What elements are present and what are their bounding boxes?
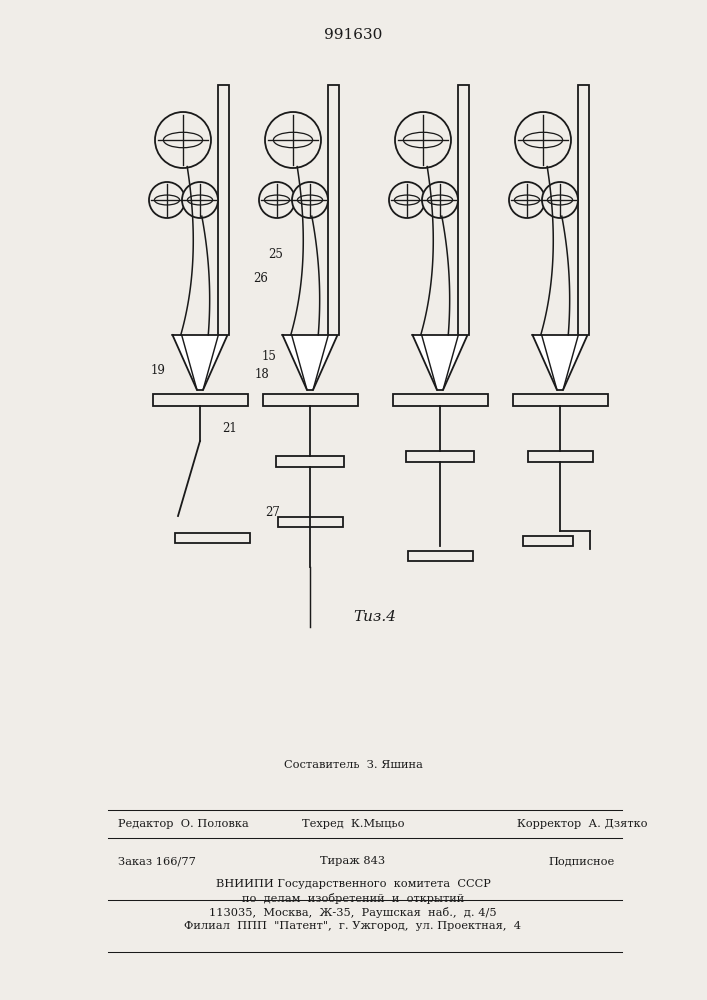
Bar	[407, 551, 472, 561]
Circle shape	[149, 182, 185, 218]
Text: Τиз.4: Τиз.4	[354, 610, 397, 624]
Text: 15: 15	[262, 351, 277, 363]
Text: 18: 18	[255, 368, 270, 381]
Text: Подписное: Подписное	[549, 856, 615, 866]
Polygon shape	[532, 335, 588, 390]
Text: Редактор  О. Половка: Редактор О. Половка	[118, 819, 249, 829]
Circle shape	[509, 182, 545, 218]
Bar	[327, 85, 339, 335]
Text: Филиал  ППП  "Патент",  г. Ужгород,  ул. Проектная,  4: Филиал ППП "Патент", г. Ужгород, ул. Про…	[185, 921, 522, 931]
Circle shape	[515, 112, 571, 168]
Bar	[406, 450, 474, 462]
Text: Заказ 166/77: Заказ 166/77	[118, 856, 196, 866]
Bar	[153, 394, 247, 406]
Text: ВНИИПИ Государственного  комитета  СССР: ВНИИПИ Государственного комитета СССР	[216, 879, 491, 889]
Circle shape	[265, 112, 321, 168]
Circle shape	[395, 112, 451, 168]
Polygon shape	[173, 335, 228, 390]
Circle shape	[259, 182, 295, 218]
Text: 19: 19	[150, 363, 165, 376]
Polygon shape	[412, 335, 467, 390]
Bar	[278, 516, 342, 526]
Circle shape	[542, 182, 578, 218]
Bar	[523, 536, 573, 546]
Polygon shape	[283, 335, 337, 390]
Circle shape	[389, 182, 425, 218]
Bar	[392, 394, 488, 406]
Text: по  делам  изобретений  и  открытий: по делам изобретений и открытий	[242, 893, 464, 904]
Text: Составитель  З. Яшина: Составитель З. Яшина	[284, 760, 423, 770]
Text: Техред  К.Мыцьо: Техред К.Мыцьо	[302, 819, 404, 829]
Circle shape	[155, 112, 211, 168]
Circle shape	[292, 182, 328, 218]
Text: 21: 21	[222, 422, 237, 434]
Bar	[175, 533, 250, 543]
Circle shape	[182, 182, 218, 218]
Text: 26: 26	[253, 271, 268, 284]
Bar	[457, 85, 469, 335]
Circle shape	[422, 182, 458, 218]
Bar	[262, 394, 358, 406]
Text: 113035,  Москва,  Ж-35,  Раушская  наб.,  д. 4/5: 113035, Москва, Ж-35, Раушская наб., д. …	[209, 907, 497, 918]
Text: Тираж 843: Тираж 843	[320, 856, 385, 866]
Bar	[218, 85, 228, 335]
Bar	[513, 394, 607, 406]
Text: 25: 25	[268, 248, 283, 261]
Bar	[578, 85, 588, 335]
Bar	[276, 456, 344, 466]
Bar	[527, 450, 592, 462]
Text: Корректор  А. Дзятко: Корректор А. Дзятко	[517, 819, 647, 829]
Text: 27: 27	[265, 506, 280, 518]
Text: 991630: 991630	[324, 28, 382, 42]
